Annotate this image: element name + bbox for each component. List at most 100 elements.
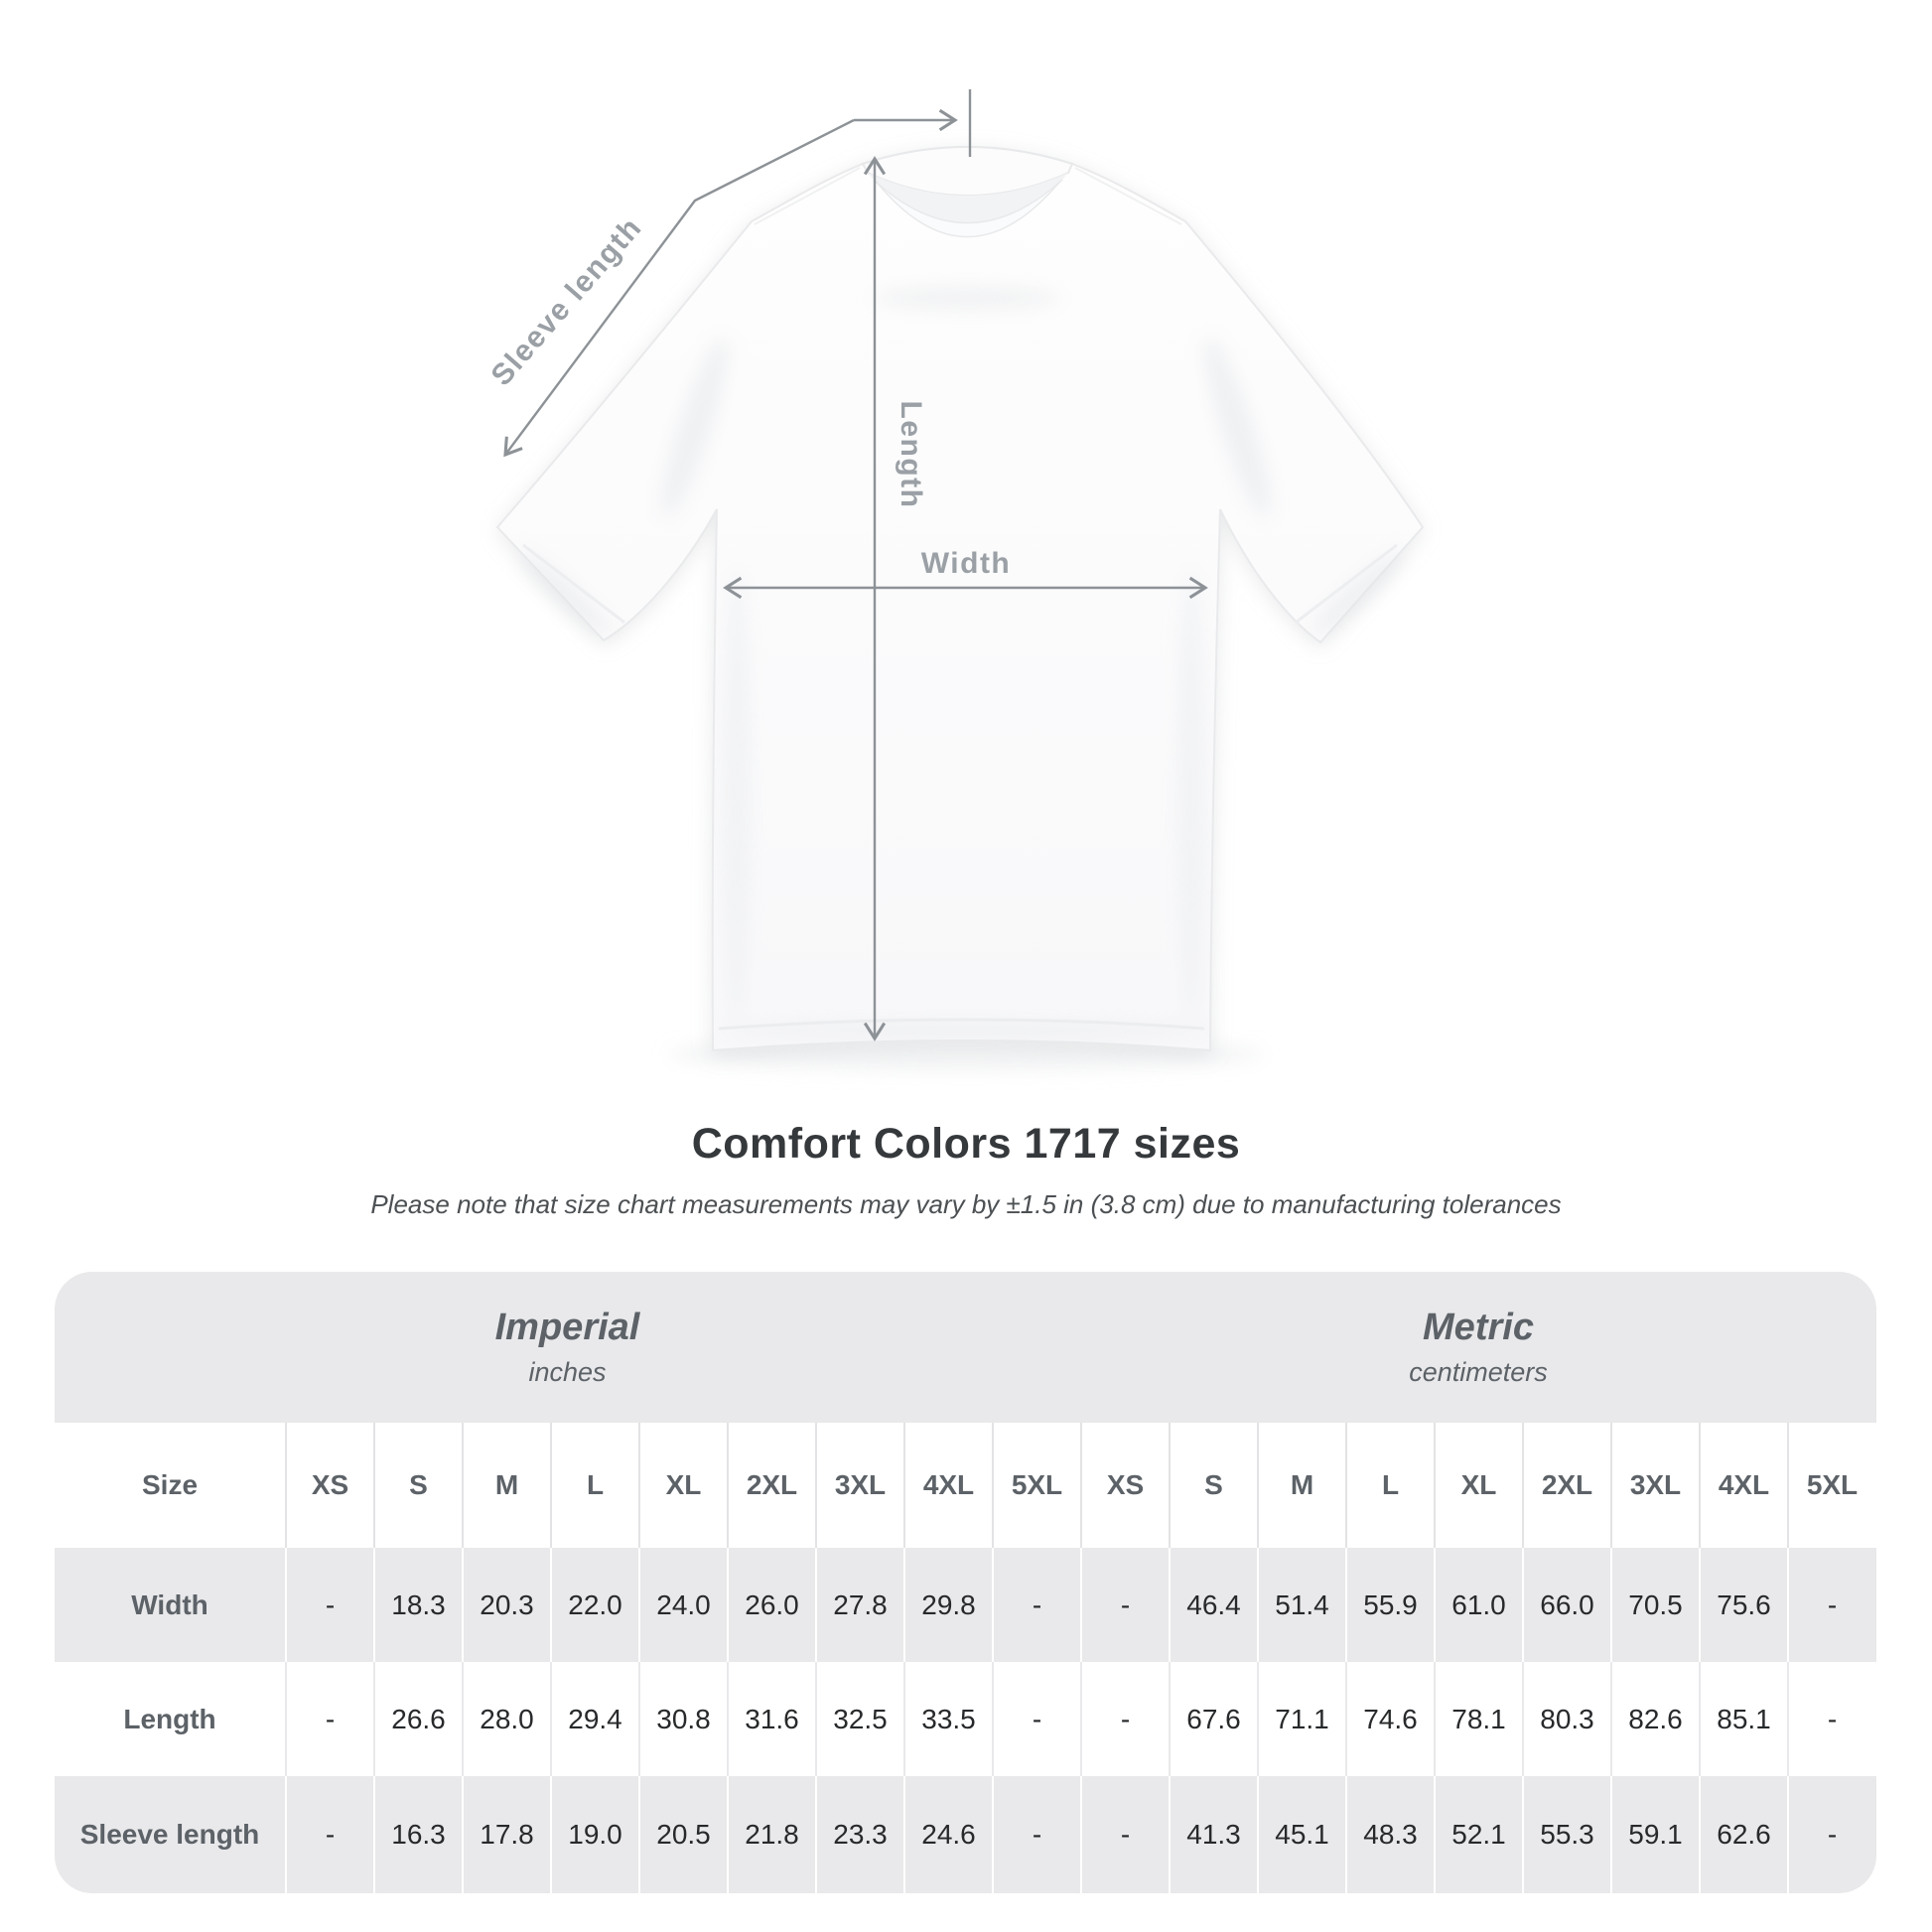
table-cell: 30.8: [638, 1662, 727, 1776]
size-header-imperial-l: L: [550, 1423, 638, 1548]
table-cell: 55.9: [1345, 1548, 1434, 1662]
table-cell: 71.1: [1257, 1662, 1345, 1776]
collar-band-front: [873, 179, 1063, 238]
right-cuff-stitch: [1295, 543, 1398, 624]
size-column-header: Size: [141, 1469, 199, 1500]
table-cell: 18.3: [373, 1548, 462, 1662]
table-cell: 29.4: [550, 1662, 638, 1776]
table-cell: 75.6: [1699, 1548, 1787, 1662]
row-label-length: Length: [123, 1703, 216, 1734]
table-cell: -: [285, 1776, 373, 1893]
sleeve-length-label: Sleeve length: [485, 211, 649, 392]
table-row-sleeve-length: Sleeve length - 16.3 17.8 19.0 20.5 21.8…: [55, 1776, 1876, 1893]
table-cell: 66.0: [1522, 1548, 1610, 1662]
size-header-imperial-2xl: 2XL: [727, 1423, 815, 1548]
table-cell: 29.8: [903, 1548, 992, 1662]
shade-hem: [718, 1021, 1214, 1040]
table-cell: 21.8: [727, 1776, 815, 1893]
table-cell: -: [992, 1662, 1080, 1776]
shade-under-collar: [873, 286, 1061, 310]
size-header-imperial-xs: XS: [285, 1423, 373, 1548]
unit-group-band: Imperial inches Metric centimeters: [55, 1272, 1876, 1423]
table-cell: 31.6: [727, 1662, 815, 1776]
table-cell: 52.1: [1434, 1776, 1522, 1893]
table-cell: 62.6: [1699, 1776, 1787, 1893]
table-cell: 24.0: [638, 1548, 727, 1662]
table-cell: 23.3: [815, 1776, 903, 1893]
table-cell: 20.5: [638, 1776, 727, 1893]
shade-left-underarm: [661, 337, 729, 517]
table-cell: -: [285, 1662, 373, 1776]
size-header-metric-s: S: [1169, 1423, 1257, 1548]
metric-group-header: Metric centimeters: [1080, 1272, 1876, 1423]
left-cuff-stitch: [522, 543, 625, 624]
measurement-lines: [503, 89, 1208, 1041]
size-table: Imperial inches Metric centimeters Size …: [55, 1272, 1876, 1893]
table-cell: -: [1787, 1662, 1875, 1776]
table-cell: -: [992, 1548, 1080, 1662]
tshirt-illustration: [495, 146, 1425, 1070]
table-cell: -: [992, 1776, 1080, 1893]
size-header-metric-4xl: 4XL: [1699, 1423, 1787, 1548]
table-cell: 20.3: [462, 1548, 550, 1662]
table-cell: 41.3: [1169, 1776, 1257, 1893]
shade-left-cuff: [517, 551, 611, 636]
table-cell: 28.0: [462, 1662, 550, 1776]
table-cell: 80.3: [1522, 1662, 1610, 1776]
left-shoulder-seam: [754, 167, 861, 225]
size-header-row: Size XS S M L XL 2XL 3XL 4XL 5XL XS S M …: [55, 1423, 1876, 1548]
table-cell: 33.5: [903, 1662, 992, 1776]
metric-unit-label: centimeters: [1409, 1357, 1548, 1387]
shade-right-underarm: [1203, 337, 1271, 517]
table-cell: 19.0: [550, 1776, 638, 1893]
table-cell: -: [1080, 1662, 1169, 1776]
table-cell: 67.6: [1169, 1662, 1257, 1776]
right-shoulder-seam: [1074, 167, 1182, 225]
table-cell: 27.8: [815, 1548, 903, 1662]
table-cell: 70.5: [1610, 1548, 1699, 1662]
table-cell: 16.3: [373, 1776, 462, 1893]
width-label: Width: [921, 547, 1012, 580]
table-cell: 74.6: [1345, 1662, 1434, 1776]
shirt-body: [495, 146, 1425, 1052]
size-header-metric-m: M: [1257, 1423, 1345, 1548]
size-header-metric-xs: XS: [1080, 1423, 1169, 1548]
page-title: Comfort Colors 1717 sizes: [691, 1120, 1241, 1168]
table-cell: -: [1787, 1548, 1875, 1662]
table-cell: 82.6: [1610, 1662, 1699, 1776]
table-cell: 51.4: [1257, 1548, 1345, 1662]
table-cell: 26.0: [727, 1548, 815, 1662]
imperial-label: Imperial: [494, 1307, 640, 1348]
size-header-metric-l: L: [1345, 1423, 1434, 1548]
size-header-imperial-3xl: 3XL: [815, 1423, 903, 1548]
tshirt-measurement-diagram: Sleeve length Length Width: [485, 89, 1425, 1070]
table-cell: 32.5: [815, 1662, 903, 1776]
size-header-metric-3xl: 3XL: [1610, 1423, 1699, 1548]
table-cell: 61.0: [1434, 1548, 1522, 1662]
hem-stitch: [718, 1018, 1205, 1031]
table-cell: 48.3: [1345, 1776, 1434, 1893]
size-header-metric-2xl: 2XL: [1522, 1423, 1610, 1548]
table-cell: 59.1: [1610, 1776, 1699, 1893]
table-cell: -: [1080, 1548, 1169, 1662]
size-header-imperial-4xl: 4XL: [903, 1423, 992, 1548]
length-label: Length: [895, 401, 927, 509]
tolerance-note: Please note that size chart measurements…: [370, 1189, 1562, 1219]
table-row-width: Width - 18.3 20.3 22.0 24.0 26.0 27.8 29…: [55, 1548, 1876, 1662]
table-cell: 22.0: [550, 1548, 638, 1662]
table-cell: 46.4: [1169, 1548, 1257, 1662]
shirt-ground-shadow: [668, 1038, 1264, 1070]
table-cell: 45.1: [1257, 1776, 1345, 1893]
size-header-imperial-s: S: [373, 1423, 462, 1548]
table-cell: 24.6: [903, 1776, 992, 1893]
table-cell: 17.8: [462, 1776, 550, 1893]
size-header-imperial-5xl: 5XL: [992, 1423, 1080, 1548]
table-cell: 78.1: [1434, 1662, 1522, 1776]
shade-right-side: [1177, 566, 1205, 1023]
table-cell: 85.1: [1699, 1662, 1787, 1776]
row-label-sleeve-length: Sleeve length: [79, 1819, 260, 1850]
table-cell: -: [1787, 1776, 1875, 1893]
table-cell: 55.3: [1522, 1776, 1610, 1893]
metric-label: Metric: [1423, 1307, 1534, 1348]
